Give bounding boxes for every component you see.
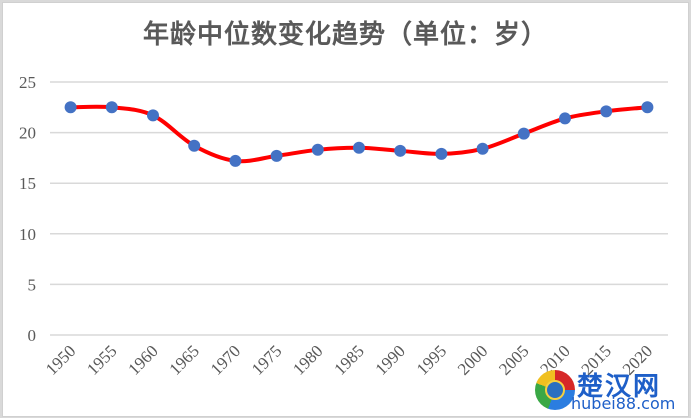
- data-point-marker: [600, 105, 613, 118]
- x-tick-label: 1950: [42, 341, 79, 378]
- x-tick-label: 1960: [124, 341, 161, 378]
- y-tick-label: 10: [19, 225, 36, 244]
- chart-title: 年龄中位数变化趋势（单位：岁）: [142, 20, 548, 50]
- x-tick-label: 2000: [454, 341, 491, 378]
- y-tick-label: 25: [19, 73, 36, 92]
- data-point-marker: [64, 101, 77, 114]
- x-tick-label: 1980: [289, 341, 326, 378]
- y-tick-label: 20: [19, 124, 36, 143]
- watermark-name: 楚汉网: [577, 372, 662, 402]
- y-tick-label: 5: [28, 275, 37, 294]
- y-tick-label: 15: [19, 174, 36, 193]
- x-tick-label: 1965: [166, 341, 203, 378]
- data-point-marker: [270, 149, 283, 162]
- data-point-marker: [353, 141, 365, 154]
- data-point-marker: [311, 143, 324, 156]
- data-point-marker: [188, 139, 201, 152]
- data-point-marker: [559, 112, 571, 125]
- watermark-logo-icon: [535, 370, 575, 410]
- data-point-marker: [394, 144, 407, 157]
- data-point-marker: [147, 109, 159, 122]
- data-point-marker: [641, 101, 654, 114]
- x-tick-label: 1995: [413, 341, 450, 378]
- data-point-marker: [229, 154, 242, 167]
- x-tick-label: 1985: [330, 341, 367, 378]
- x-tick-label: 1990: [372, 341, 409, 378]
- watermark-url: hubei88.com: [571, 394, 676, 413]
- data-point-marker: [517, 127, 530, 140]
- data-point-marker: [435, 147, 448, 160]
- data-point-marker: [476, 142, 489, 155]
- watermark: 楚汉网 hubei88.com: [535, 366, 685, 414]
- data-point-marker: [105, 101, 118, 114]
- x-tick-label: 1955: [83, 341, 120, 378]
- y-tick-label: 0: [28, 326, 37, 345]
- x-tick-label: 1975: [248, 341, 285, 378]
- x-tick-label: 1970: [207, 341, 244, 378]
- x-tick-label: 2005: [495, 341, 532, 378]
